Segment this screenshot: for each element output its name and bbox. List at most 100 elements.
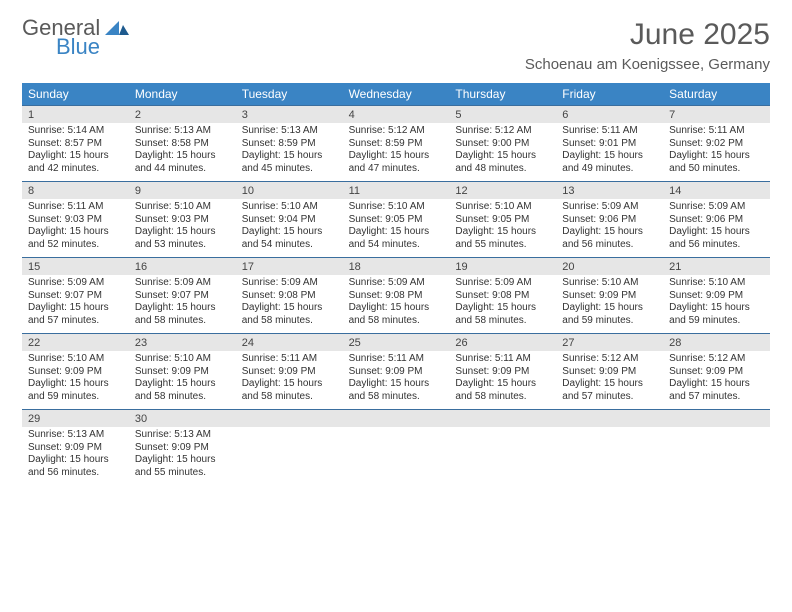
dow-cell: Saturday (663, 83, 770, 105)
sunrise-line: Sunrise: 5:12 AM (562, 353, 657, 366)
day-number: 18 (343, 258, 450, 275)
day-detail: Sunrise: 5:13 AMSunset: 9:09 PMDaylight:… (22, 427, 129, 485)
daylight-line: Daylight: 15 hours and 59 minutes. (28, 378, 123, 403)
sunrise-line: Sunrise: 5:13 AM (242, 125, 337, 138)
header: General Blue June 2025 Schoenau am Koeni… (22, 18, 770, 73)
daylight-line: Daylight: 15 hours and 56 minutes. (28, 454, 123, 479)
day-number: 19 (449, 258, 556, 275)
sunset-line: Sunset: 9:07 PM (135, 290, 230, 303)
day-detail: Sunrise: 5:11 AMSunset: 9:01 PMDaylight:… (556, 123, 663, 181)
day-number: 11 (343, 182, 450, 199)
sunrise-line: Sunrise: 5:11 AM (28, 201, 123, 214)
day-detail: Sunrise: 5:11 AMSunset: 9:02 PMDaylight:… (663, 123, 770, 181)
daynum-row: 891011121314 (22, 181, 770, 199)
sunrise-line: Sunrise: 5:09 AM (242, 277, 337, 290)
sunrise-line: Sunrise: 5:11 AM (242, 353, 337, 366)
day-number: 7 (663, 106, 770, 123)
day-number: 25 (343, 334, 450, 351)
day-number (663, 410, 770, 427)
daylight-line: Daylight: 15 hours and 45 minutes. (242, 150, 337, 175)
sunset-line: Sunset: 9:08 PM (455, 290, 550, 303)
detail-row: Sunrise: 5:14 AMSunset: 8:57 PMDaylight:… (22, 123, 770, 181)
sunrise-line: Sunrise: 5:10 AM (562, 277, 657, 290)
daylight-line: Daylight: 15 hours and 44 minutes. (135, 150, 230, 175)
detail-row: Sunrise: 5:10 AMSunset: 9:09 PMDaylight:… (22, 351, 770, 409)
sunset-line: Sunset: 8:59 PM (349, 138, 444, 151)
sunrise-line: Sunrise: 5:10 AM (349, 201, 444, 214)
sunset-line: Sunset: 9:09 PM (135, 442, 230, 455)
day-detail: Sunrise: 5:11 AMSunset: 9:09 PMDaylight:… (236, 351, 343, 409)
day-number: 5 (449, 106, 556, 123)
day-number (343, 410, 450, 427)
location-label: Schoenau am Koenigssee, Germany (525, 56, 770, 73)
day-number: 16 (129, 258, 236, 275)
sunrise-line: Sunrise: 5:11 AM (349, 353, 444, 366)
daynum-row: 22232425262728 (22, 333, 770, 351)
dow-cell: Wednesday (343, 83, 450, 105)
sunrise-line: Sunrise: 5:13 AM (135, 429, 230, 442)
sunset-line: Sunset: 9:01 PM (562, 138, 657, 151)
daylight-line: Daylight: 15 hours and 58 minutes. (242, 378, 337, 403)
day-number: 8 (22, 182, 129, 199)
daylight-line: Daylight: 15 hours and 59 minutes. (562, 302, 657, 327)
sunset-line: Sunset: 9:09 PM (242, 366, 337, 379)
logo-text-blue: Blue (56, 37, 129, 58)
daylight-line: Daylight: 15 hours and 54 minutes. (349, 226, 444, 251)
sunrise-line: Sunrise: 5:11 AM (669, 125, 764, 138)
sunset-line: Sunset: 9:03 PM (135, 214, 230, 227)
day-number: 22 (22, 334, 129, 351)
day-number: 30 (129, 410, 236, 427)
sunrise-line: Sunrise: 5:09 AM (28, 277, 123, 290)
sunset-line: Sunset: 9:09 PM (349, 366, 444, 379)
sunrise-line: Sunrise: 5:09 AM (669, 201, 764, 214)
day-detail: Sunrise: 5:13 AMSunset: 9:09 PMDaylight:… (129, 427, 236, 485)
daylight-line: Daylight: 15 hours and 57 minutes. (562, 378, 657, 403)
day-detail: Sunrise: 5:09 AMSunset: 9:08 PMDaylight:… (236, 275, 343, 333)
sunrise-line: Sunrise: 5:09 AM (349, 277, 444, 290)
day-number: 21 (663, 258, 770, 275)
day-number: 2 (129, 106, 236, 123)
logo-mark-icon (105, 19, 129, 40)
daylight-line: Daylight: 15 hours and 58 minutes. (349, 302, 444, 327)
sunset-line: Sunset: 9:06 PM (562, 214, 657, 227)
daynum-row: 15161718192021 (22, 257, 770, 275)
sunset-line: Sunset: 9:09 PM (669, 290, 764, 303)
day-number: 17 (236, 258, 343, 275)
sunrise-line: Sunrise: 5:14 AM (28, 125, 123, 138)
day-number: 12 (449, 182, 556, 199)
day-detail: Sunrise: 5:11 AMSunset: 9:03 PMDaylight:… (22, 199, 129, 257)
sunrise-line: Sunrise: 5:10 AM (135, 353, 230, 366)
sunset-line: Sunset: 9:06 PM (669, 214, 764, 227)
day-number: 9 (129, 182, 236, 199)
detail-row: Sunrise: 5:13 AMSunset: 9:09 PM Daylight:… (22, 427, 770, 485)
month-title: June 2025 (525, 18, 770, 52)
sunset-line: Sunset: 9:00 PM (455, 138, 550, 151)
sunrise-line: Sunrise: 5:10 AM (135, 201, 230, 214)
daylight-line: Daylight: 15 hours and 52 minutes. (28, 226, 123, 251)
day-number: 28 (663, 334, 770, 351)
day-number: 24 (236, 334, 343, 351)
daylight-line: Daylight: 15 hours and 56 minutes. (669, 226, 764, 251)
sunrise-line: Sunrise: 5:11 AM (562, 125, 657, 138)
day-detail (449, 427, 556, 485)
daylight-line: Daylight: 15 hours and 57 minutes. (669, 378, 764, 403)
sunrise-line: Sunrise: 5:12 AM (349, 125, 444, 138)
daylight-line: Daylight: 15 hours and 55 minutes. (455, 226, 550, 251)
day-detail: Sunrise: 5:10 AMSunset: 9:09 PMDaylight:… (663, 275, 770, 333)
daylight-line: Daylight: 15 hours and 57 minutes. (28, 302, 123, 327)
daylight-line: Daylight: 15 hours and 48 minutes. (455, 150, 550, 175)
day-detail (236, 427, 343, 485)
daynum-row: 1234567 (22, 105, 770, 123)
day-detail: Sunrise: 5:14 AMSunset: 8:57 PMDaylight:… (22, 123, 129, 181)
sunrise-line: Sunrise: 5:10 AM (669, 277, 764, 290)
day-detail: Sunrise: 5:10 AMSunset: 9:09 PMDaylight:… (556, 275, 663, 333)
title-block: June 2025 Schoenau am Koenigssee, German… (525, 18, 770, 73)
day-number: 20 (556, 258, 663, 275)
dow-cell: Friday (556, 83, 663, 105)
daylight-line: Daylight: 15 hours and 54 minutes. (242, 226, 337, 251)
daynum-row: 2930 (22, 409, 770, 427)
day-detail: Sunrise: 5:09 AMSunset: 9:06 PMDaylight:… (556, 199, 663, 257)
daylight-line: Daylight: 15 hours and 58 minutes. (135, 302, 230, 327)
day-detail (556, 427, 663, 485)
day-detail: Sunrise: 5:09 AMSunset: 9:08 PMDaylight:… (449, 275, 556, 333)
